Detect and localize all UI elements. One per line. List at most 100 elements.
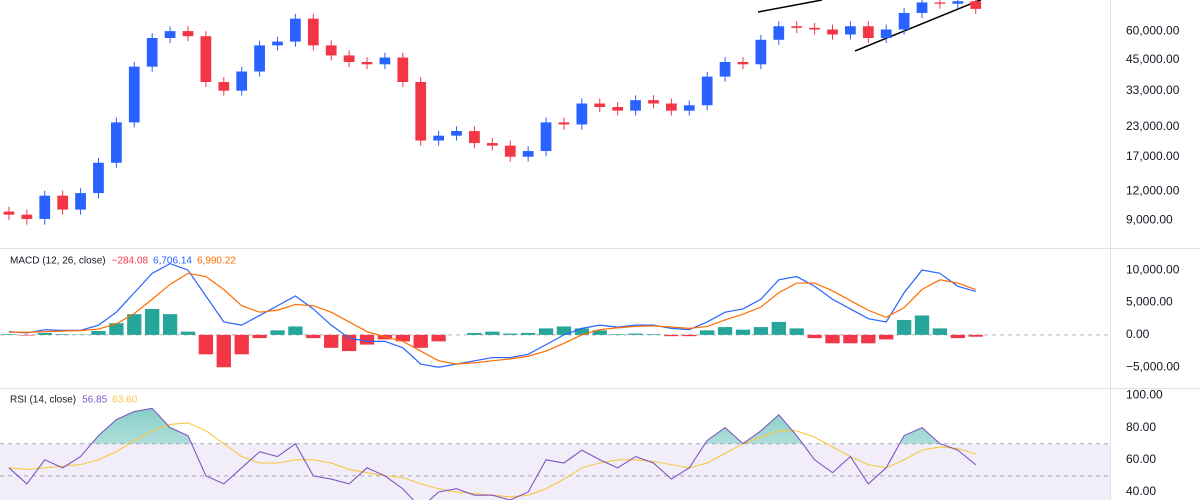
histogram-bar — [324, 334, 339, 348]
histogram-bar — [234, 334, 249, 355]
candle-body — [164, 31, 176, 38]
candle-body — [719, 62, 731, 77]
candle-body — [486, 143, 498, 146]
candle-body — [290, 18, 301, 42]
histogram-bar — [19, 334, 35, 336]
histogram-bar — [717, 327, 733, 335]
macd-line — [8, 272, 976, 365]
y-tick-label: −5,000.00 — [1126, 359, 1180, 373]
histogram-bar — [861, 334, 876, 344]
candle-body — [773, 26, 785, 40]
histogram-bar — [413, 334, 428, 348]
legend-value: 56.85 — [82, 395, 107, 406]
histogram-bar — [825, 334, 840, 344]
legend-value: 6,990.22 — [197, 256, 236, 267]
histogram-bar — [753, 327, 769, 335]
histogram-bar — [592, 330, 607, 335]
candle-body — [21, 214, 33, 219]
candle-body — [39, 195, 51, 219]
histogram-bar — [574, 328, 590, 335]
trendline — [854, 0, 983, 52]
candle-body — [683, 105, 695, 111]
y-tick-label: 60.00 — [1126, 452, 1156, 466]
histogram-bar — [55, 334, 70, 335]
candle-body — [93, 162, 104, 194]
candle-body — [3, 211, 15, 215]
y-tick-label: 33,000.00 — [1126, 83, 1180, 97]
y-tick-label: 60,000.00 — [1126, 23, 1180, 37]
candle-body — [57, 195, 69, 210]
candle-body — [862, 26, 874, 38]
candle-body — [701, 76, 713, 106]
candle-body — [451, 131, 462, 136]
legend-title: RSI (14, close) — [10, 395, 76, 406]
legend-value: 63.60 — [112, 395, 137, 406]
histogram-bar — [395, 334, 410, 342]
y-tick-label: 80.00 — [1126, 420, 1156, 434]
histogram-bar — [306, 334, 321, 339]
histogram-bar — [789, 328, 804, 335]
histogram-bar — [485, 331, 500, 335]
candle-body — [236, 71, 248, 91]
candle-body — [254, 45, 265, 72]
histogram-bar — [950, 334, 965, 339]
pane — [0, 262, 1110, 368]
candle-body — [916, 2, 928, 13]
candle-body — [594, 103, 606, 108]
histogram-bar — [270, 330, 285, 335]
pane — [0, 407, 1110, 500]
histogram-bar — [145, 308, 160, 335]
histogram-bar — [180, 331, 196, 335]
histogram-bar — [37, 332, 52, 335]
histogram-bar — [198, 334, 214, 355]
y-tick-label: 12,000.00 — [1126, 184, 1180, 198]
y-tick-label: 0.00 — [1126, 327, 1150, 341]
rsi-band — [0, 443, 1110, 500]
trendlines — [757, 0, 983, 52]
candle-body — [182, 31, 194, 37]
histogram-bar — [968, 334, 983, 337]
histogram-bar — [735, 329, 751, 335]
legend-title: MACD (12, 26, close) — [10, 256, 106, 267]
candle-body — [128, 66, 140, 123]
histogram-bar — [359, 334, 375, 345]
y-tick-label: 17,000.00 — [1126, 149, 1180, 163]
histogram-bar — [879, 334, 894, 340]
candle-body — [522, 151, 534, 157]
rsi-line — [8, 407, 977, 500]
candle-body — [737, 62, 749, 65]
candle-body — [504, 145, 516, 157]
candle-body — [146, 37, 158, 67]
histogram-bar — [700, 330, 715, 335]
y-tick-label: 45,000.00 — [1126, 52, 1180, 66]
candle-body — [845, 26, 856, 35]
legend-value: −284.08 — [112, 256, 149, 267]
candle-body — [934, 2, 946, 4]
candle-body — [361, 62, 373, 65]
legend-value: 6,706.14 — [153, 256, 192, 267]
y-tick-label: 9,000.00 — [1126, 212, 1173, 226]
histogram-bar — [914, 315, 930, 335]
histogram-bar — [162, 314, 178, 335]
histogram-bar — [664, 334, 679, 337]
candle-body — [630, 100, 641, 111]
y-tick-label: 40.00 — [1126, 484, 1156, 498]
histogram-bar — [682, 334, 697, 337]
histogram-bar — [341, 334, 357, 352]
histogram-bar — [288, 326, 303, 335]
candle-body — [970, 1, 982, 9]
macd-line — [8, 262, 976, 368]
histogram-bar — [628, 333, 643, 335]
histogram-bar — [520, 332, 536, 335]
candle-body — [755, 39, 767, 65]
histogram-bar — [556, 326, 572, 335]
candle-body — [307, 18, 319, 46]
histogram-bar — [646, 334, 661, 335]
candle-body — [218, 81, 230, 91]
histogram-bar — [216, 334, 231, 368]
candle-body — [433, 135, 444, 141]
candle-body — [75, 193, 86, 210]
candle-body — [272, 41, 283, 46]
candle-body — [666, 103, 677, 111]
